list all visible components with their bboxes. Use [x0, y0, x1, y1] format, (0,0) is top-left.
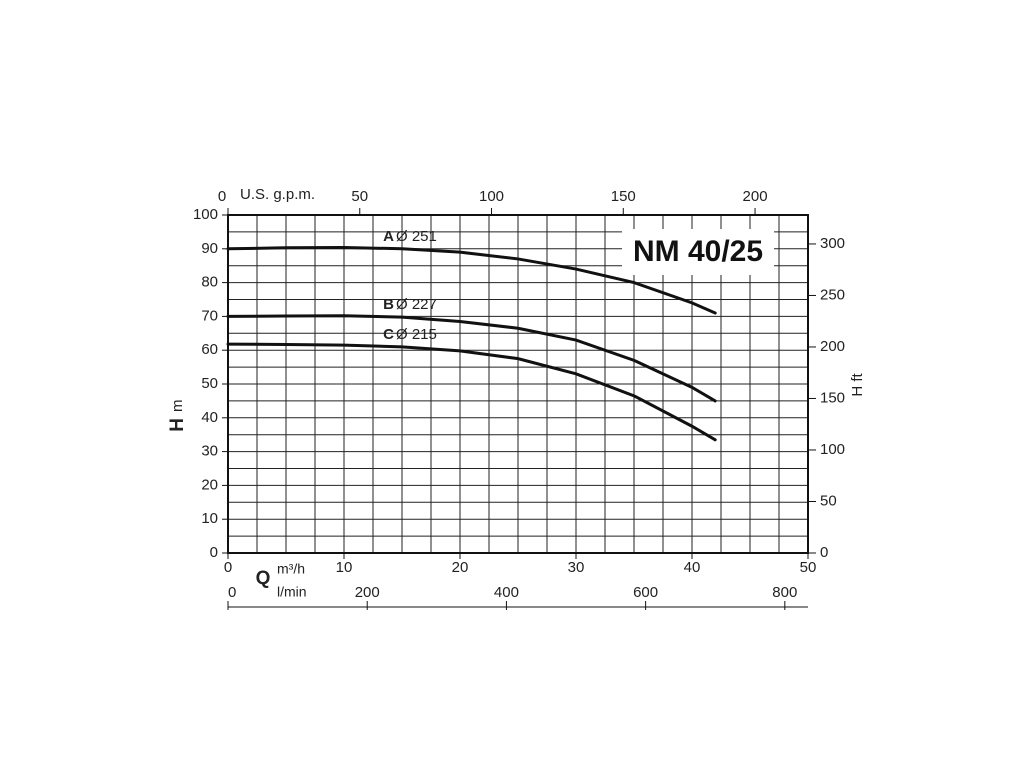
y2-axis-label: H ft [849, 373, 866, 397]
curve-label: Ø 227 [396, 296, 437, 313]
x-tick-label: 30 [568, 559, 585, 576]
x-tick-label: 20 [452, 559, 469, 576]
y-tick-label: 0 [210, 544, 218, 561]
x-tick-label: 10 [336, 559, 353, 576]
curve-label: Ø 251 [396, 228, 437, 245]
y-tick-label: 60 [201, 341, 218, 358]
y-tick-label: 70 [201, 307, 218, 324]
y-axis-title: H m [167, 400, 188, 432]
title-box [622, 229, 774, 275]
y-tick-label: 20 [201, 476, 218, 493]
y2-tick-label: 150 [820, 389, 845, 406]
x3-tick-label: 150 [611, 188, 636, 205]
y-tick-label: 10 [201, 510, 218, 527]
x-tick-label: 0 [224, 559, 232, 576]
y-tick-label: 40 [201, 409, 218, 426]
x-axis-label: Q [256, 568, 271, 589]
x3-tick-label: 0 [218, 188, 226, 205]
y-axis-unit: m [169, 400, 186, 413]
y-tick-label: 30 [201, 443, 218, 460]
curve-name: C [383, 326, 394, 343]
pump-curve [226, 245, 717, 315]
y2-tick-label: 250 [820, 286, 845, 303]
x-tick-label: 50 [800, 559, 817, 576]
top-axis-unit: U.S. g.p.m. [240, 186, 315, 203]
pump-curve [226, 314, 717, 403]
x3-tick-label: 200 [743, 188, 768, 205]
x2-tick-label: 600 [633, 584, 658, 601]
x2-tick-label: 200 [355, 584, 380, 601]
y-tick-label: 50 [201, 375, 218, 392]
chart-title: NM 40/25 [633, 235, 763, 268]
y2-tick-label: 0 [820, 544, 828, 561]
y-axis-label: H [167, 418, 188, 432]
y-tick-label: 100 [193, 206, 218, 223]
x2-axis-unit: l/min [277, 584, 307, 600]
pump-curve [226, 342, 717, 442]
y2-tick-label: 50 [820, 492, 837, 509]
x2-tick-label: 800 [772, 584, 797, 601]
curve-name: A [383, 228, 394, 245]
curve-name: B [383, 296, 394, 313]
x3-tick-label: 100 [479, 188, 504, 205]
x3-tick-label: 50 [351, 188, 368, 205]
x-axis-unit: m³/h [277, 561, 305, 577]
y2-tick-label: 300 [820, 235, 845, 252]
x-tick-label: 40 [684, 559, 701, 576]
curve-label: Ø 215 [396, 326, 437, 343]
y2-tick-label: 100 [820, 441, 845, 458]
x2-tick-label: 400 [494, 584, 519, 601]
x2-tick-label: 0 [228, 584, 236, 601]
y-tick-label: 80 [201, 274, 218, 291]
y2-tick-label: 200 [820, 338, 845, 355]
y-tick-label: 90 [201, 240, 218, 257]
